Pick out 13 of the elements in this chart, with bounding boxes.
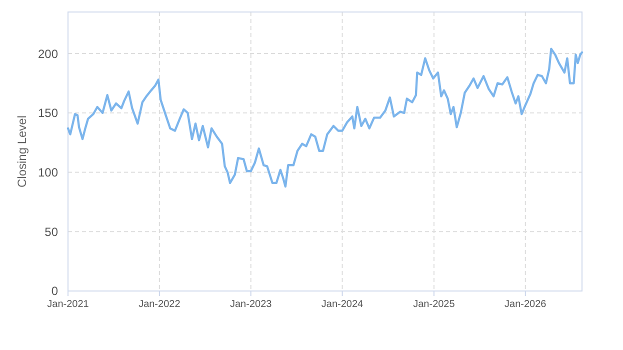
y-axis-title: Closing Level [15, 115, 29, 188]
y-tick-label: 100 [38, 165, 58, 180]
y-tick-label: 200 [38, 46, 58, 61]
x-tick-label: Jan-2023 [230, 299, 272, 310]
x-tick-label: Jan-2021 [47, 299, 90, 310]
x-tick-label: Jan-2022 [138, 299, 181, 310]
y-tick-label: 50 [44, 224, 58, 239]
y-tick-label: 150 [38, 106, 58, 120]
line-series [66, 48, 584, 188]
x-tick-label: Jan-2026 [504, 299, 547, 310]
x-tick-label: Jan-2025 [413, 299, 456, 310]
y-tick-label: 0 [51, 284, 58, 298]
x-tick-label: Jan-2024 [321, 299, 364, 310]
